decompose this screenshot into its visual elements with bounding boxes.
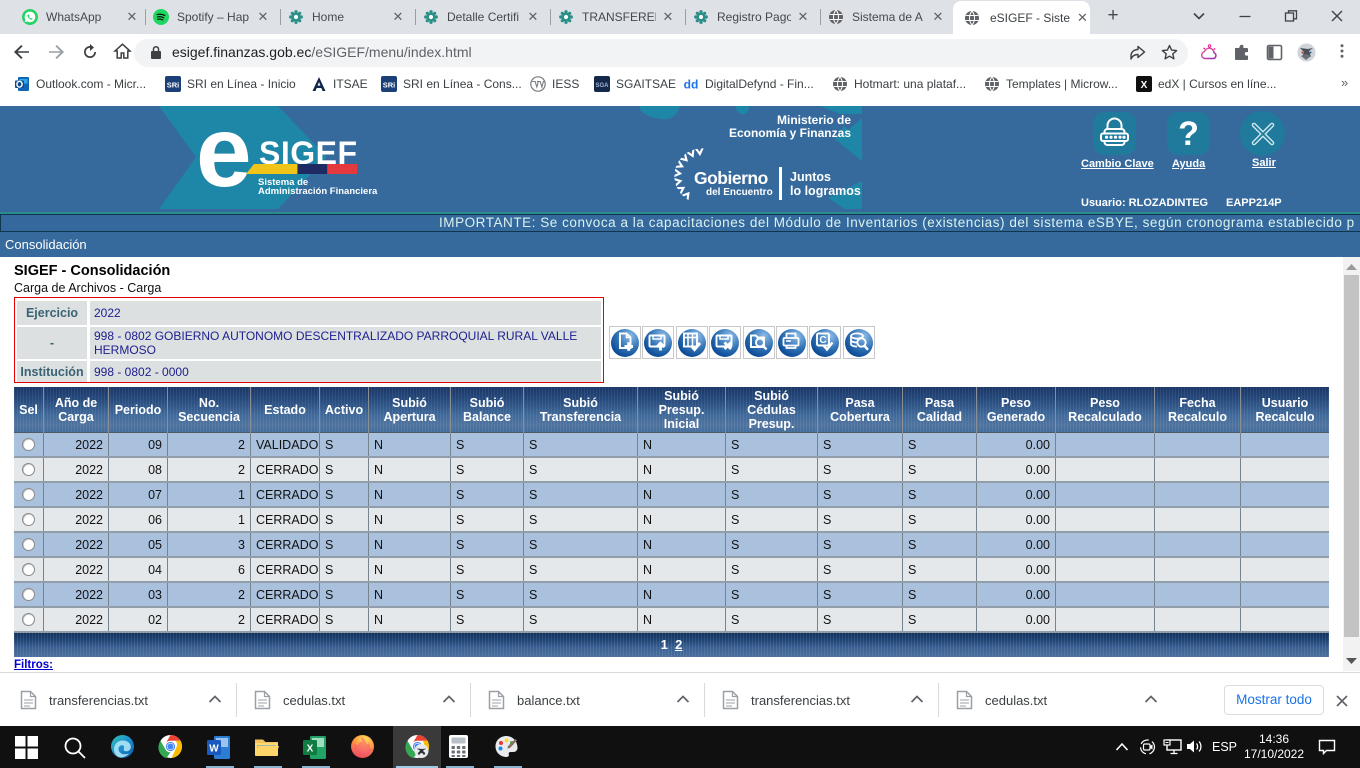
svg-text:X: X [1141, 80, 1148, 91]
svg-text:SRi: SRi [167, 80, 180, 89]
svg-text:X: X [307, 744, 314, 755]
svg-text:dd: dd [684, 77, 699, 91]
svg-text:e: e [196, 122, 252, 194]
svg-text:SRi: SRi [383, 80, 396, 89]
svg-text:W: W [209, 744, 219, 755]
svg-text:C: C [819, 335, 826, 346]
svg-text:SGA: SGA [595, 83, 609, 89]
